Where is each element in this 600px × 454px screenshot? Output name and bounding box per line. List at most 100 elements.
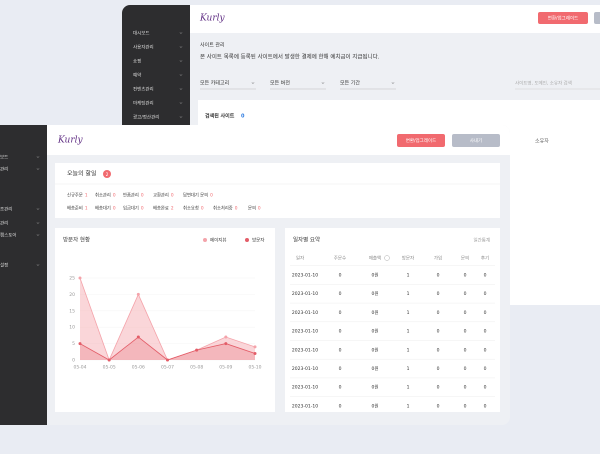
button[interactable]: [538, 12, 588, 24]
cell: 1: [407, 347, 410, 353]
column-header: 일자: [296, 255, 305, 262]
todo-label[interactable]: 입금대기: [123, 205, 139, 212]
sidebar-item[interactable]: 컨텐츠관리: [133, 86, 154, 93]
point: [136, 335, 140, 339]
point: [224, 342, 228, 346]
todo-count[interactable]: 0: [113, 193, 116, 199]
sidebar-item[interactable]: 관리: [0, 220, 8, 227]
cell: 0: [484, 329, 487, 335]
search-placeholder[interactable]: 사이트명, 도메인, 소유자 검색: [515, 80, 572, 87]
sidebar-item[interactable]: 쇼핑: [133, 58, 141, 65]
cell: 1: [407, 385, 410, 391]
todo-count[interactable]: 0: [235, 206, 238, 212]
point: [253, 351, 257, 355]
todo-label[interactable]: 반품관리: [123, 192, 139, 199]
button-label[interactable]: 사내기: [470, 137, 482, 144]
summary-link[interactable]: 일간통계: [473, 237, 490, 244]
cell: 1: [407, 329, 410, 335]
todo-count[interactable]: 1: [85, 206, 88, 212]
logo: Kurly: [57, 136, 84, 146]
cell: 2023-01-10: [292, 347, 318, 353]
cell: 1: [407, 273, 410, 279]
todo-label[interactable]: 답변대기 문의: [183, 192, 208, 199]
button-label[interactable]: 변환/업그레이드: [548, 15, 579, 22]
filter-dropdown[interactable]: 모든 카테고리: [200, 80, 229, 87]
todo-count[interactable]: 0: [258, 206, 261, 212]
cell: 0원: [371, 346, 378, 353]
sidebar-item[interactable]: 사용자관리: [133, 44, 154, 51]
cell: 0: [339, 329, 342, 335]
sidebar-item[interactable]: 조관리: [0, 206, 12, 213]
cell: 0: [484, 385, 487, 391]
cell: 1: [407, 291, 410, 297]
sidebar-item[interactable]: 보드: [0, 155, 8, 161]
sidebar-item[interactable]: 캠스토어: [0, 232, 17, 239]
button[interactable]: [594, 12, 600, 24]
todo-label[interactable]: 문의: [248, 205, 256, 212]
cell: 0: [484, 291, 487, 297]
column-header: 매출액: [369, 255, 381, 262]
todo-label[interactable]: 취소요청: [183, 205, 199, 212]
cell: 2023-01-10: [292, 329, 318, 335]
cell: 0: [484, 310, 487, 316]
todo-label[interactable]: 배송완료: [153, 205, 169, 212]
cell: 0: [339, 291, 342, 297]
cell: 0: [437, 385, 440, 391]
sidebar-item[interactable]: 대시보드: [133, 30, 150, 37]
todo-count[interactable]: 0: [171, 193, 174, 199]
sidebar-item[interactable]: 관리: [0, 166, 8, 173]
page-title: 사이트 관리: [200, 42, 225, 49]
cell: 0: [437, 273, 440, 279]
cell: 0: [437, 310, 440, 316]
todo-label[interactable]: 배송대기: [95, 205, 111, 212]
column-header: 주문수: [334, 256, 346, 262]
filter-dropdown[interactable]: 모든 버전: [270, 80, 290, 87]
result-count: 0: [241, 114, 245, 120]
todo-count[interactable]: 0: [141, 206, 144, 212]
todo-count[interactable]: 0: [201, 206, 204, 212]
filters: 모든 카테고리 모든 버전 모든 기간: [200, 80, 396, 90]
sidebar-item[interactable]: 예약: [133, 72, 141, 79]
chevron: [36, 222, 40, 224]
chevron: [179, 46, 183, 48]
cell: 0: [437, 347, 440, 353]
todo-label[interactable]: 취소관리: [95, 192, 111, 199]
y-tick-label: 0: [72, 358, 75, 364]
y-tick-label: 20: [69, 292, 75, 298]
button[interactable]: [397, 134, 445, 147]
chevron: [179, 60, 183, 62]
chevron: [321, 82, 325, 84]
cell: 1: [407, 366, 410, 372]
button-label[interactable]: 변환/업그레이드: [406, 137, 437, 144]
button[interactable]: [452, 134, 500, 147]
todo-label[interactable]: 신규주문: [67, 192, 83, 199]
x-tick-label: 05-08: [190, 365, 203, 371]
point: [107, 358, 111, 362]
cell: 0: [464, 347, 467, 353]
todo-count[interactable]: 2: [171, 206, 174, 212]
cell: 0원: [371, 402, 378, 409]
todo-count[interactable]: 1: [85, 193, 88, 199]
todo-label[interactable]: 교환관리: [153, 192, 169, 199]
cell: 2023-01-10: [292, 366, 318, 372]
todo-card: [55, 163, 500, 218]
sidebar-item[interactable]: 마케팅관리: [133, 100, 154, 107]
todo-count[interactable]: 0: [113, 206, 116, 212]
cell: 0원: [371, 309, 378, 316]
cell: 0: [464, 385, 467, 391]
todo-label[interactable]: 배송준비: [67, 205, 83, 212]
chevron: [179, 102, 183, 104]
sidebar-item[interactable]: 광고/정산관리: [133, 114, 159, 121]
filter-dropdown[interactable]: 모든 기간: [340, 80, 360, 87]
sidebar-item[interactable]: 설정: [0, 262, 8, 269]
logo: Kurly: [199, 14, 226, 24]
todo-count[interactable]: 0: [210, 193, 213, 199]
column-header: 가입: [434, 255, 442, 262]
todo-count[interactable]: 0: [141, 193, 144, 199]
x-tick-label: 05-05: [103, 365, 116, 371]
y-tick-label: 5: [72, 341, 75, 347]
todo-label[interactable]: 취소처리중: [213, 205, 233, 212]
chevron: [179, 116, 183, 118]
